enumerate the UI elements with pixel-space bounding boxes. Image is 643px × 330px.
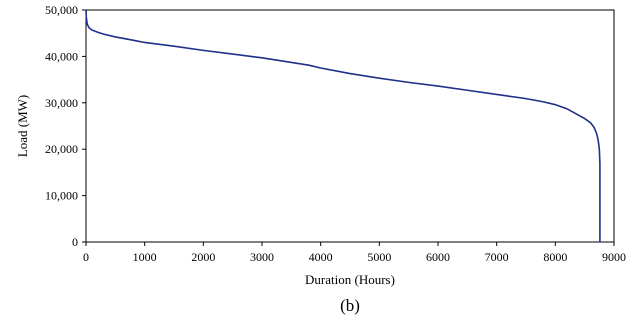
y-axis-title: Load (MW): [15, 95, 30, 157]
x-tick-label: 3000: [250, 250, 274, 264]
x-tick-label: 6000: [426, 250, 450, 264]
x-tick-label: 1000: [133, 250, 157, 264]
figure-caption: (b): [340, 296, 360, 315]
y-tick-label: 0: [72, 235, 78, 249]
x-tick-label: 8000: [543, 250, 567, 264]
y-tick-label: 10,000: [45, 189, 78, 203]
y-tick-label: 40,000: [45, 49, 78, 63]
x-axis-title: Duration (Hours): [305, 272, 395, 287]
plot-frame: [85, 9, 615, 243]
x-tick-label: 9000: [602, 250, 626, 264]
y-tick-label: 30,000: [45, 96, 78, 110]
y-axis-ticks: 0 10,000 20,000 30,000 40,000 50,000: [45, 3, 86, 249]
y-tick-label: 50,000: [45, 3, 78, 17]
y-tick-label: 20,000: [45, 142, 78, 156]
x-tick-label: 5000: [367, 250, 391, 264]
load-duration-series-line: [85, 9, 601, 242]
x-tick-label: 4000: [309, 250, 333, 264]
x-tick-label: 2000: [191, 250, 215, 264]
x-tick-label: 7000: [485, 250, 509, 264]
x-tick-label: 0: [83, 250, 89, 264]
x-axis-ticks: 0 1000 2000 3000 4000 5000 6000 7000 8000 9000: [83, 242, 626, 264]
